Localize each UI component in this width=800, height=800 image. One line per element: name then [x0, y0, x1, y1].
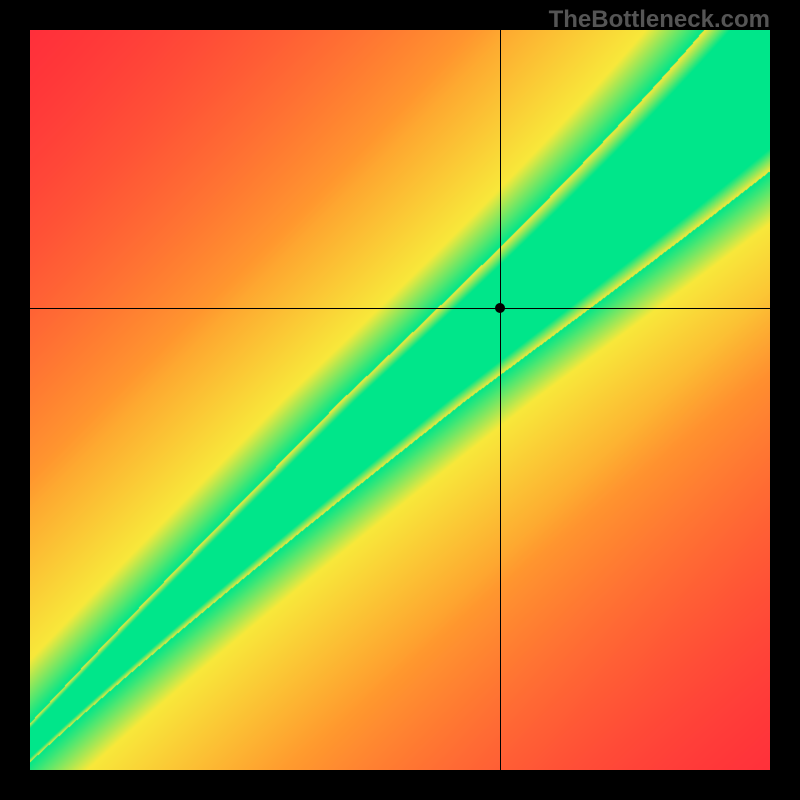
bottleneck-heatmap — [30, 30, 770, 770]
crosshair-horizontal — [30, 308, 770, 309]
crosshair-vertical — [500, 30, 501, 770]
heatmap-canvas — [30, 30, 770, 770]
marker-dot — [495, 303, 505, 313]
watermark-text: TheBottleneck.com — [549, 6, 770, 34]
